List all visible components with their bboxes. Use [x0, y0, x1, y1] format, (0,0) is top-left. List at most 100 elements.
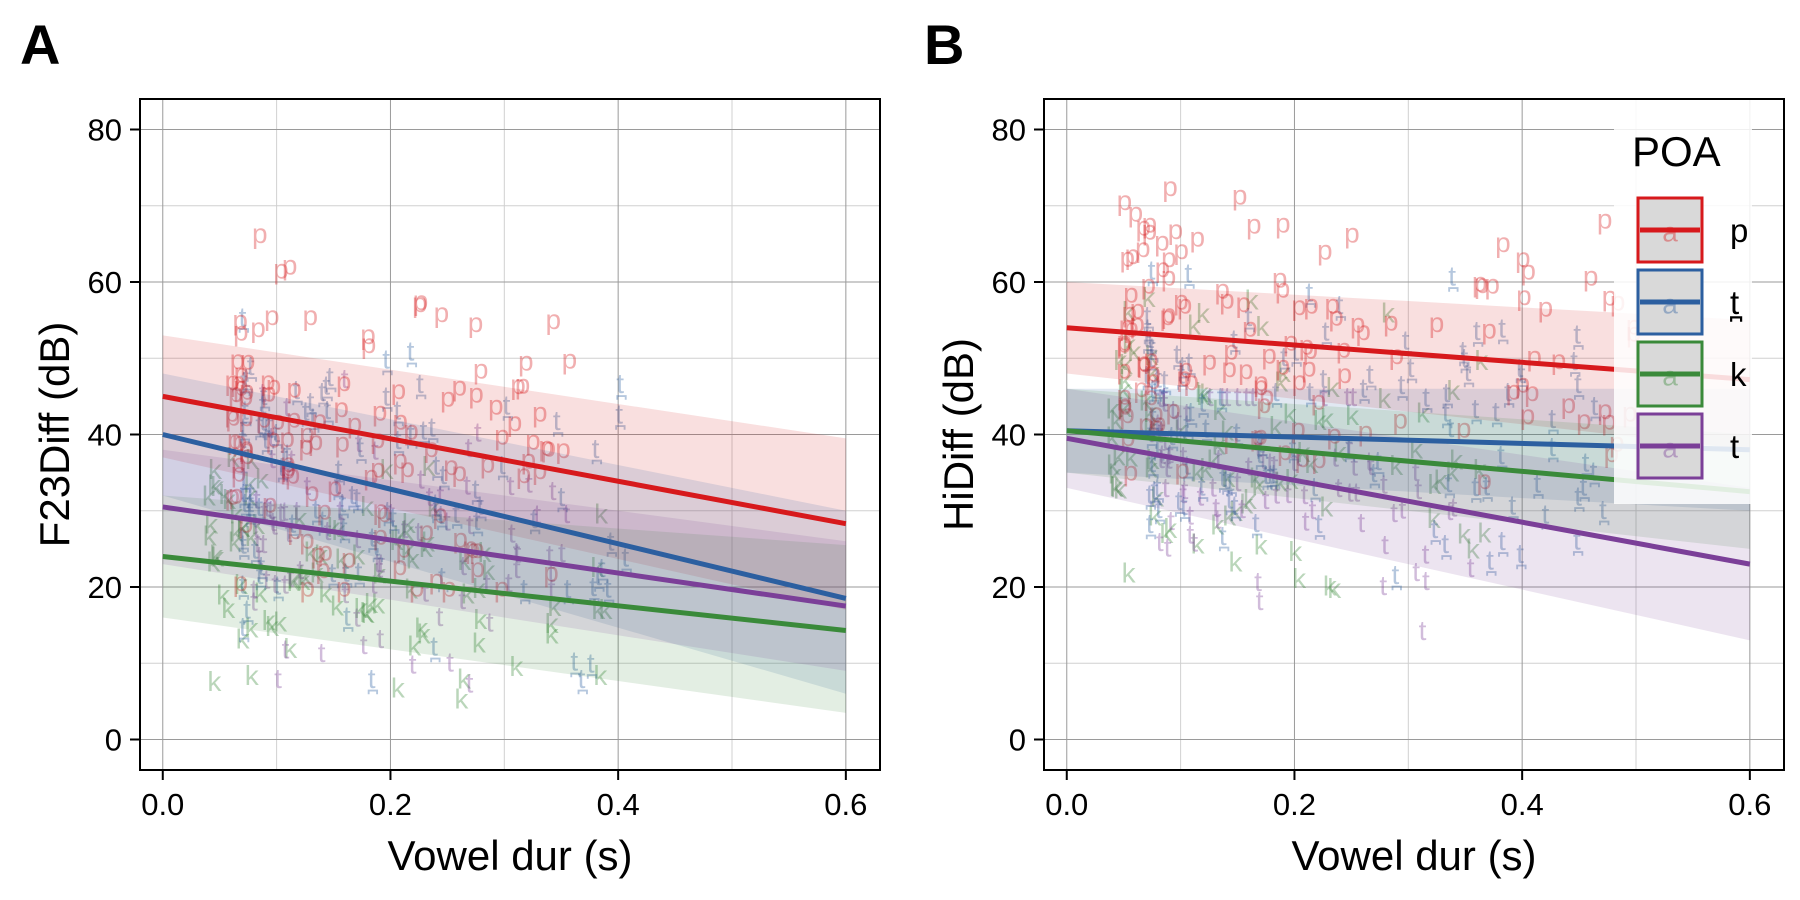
point-t: t [267, 494, 275, 525]
point-p: p [1259, 380, 1275, 411]
point-p: p [1183, 365, 1199, 396]
band-p [1066, 282, 1750, 450]
point-p: p [1123, 456, 1139, 487]
point-t: t [513, 553, 521, 584]
fit-line-t [1066, 435, 1751, 567]
point-k: k [457, 663, 472, 694]
point-p: p [1143, 343, 1159, 374]
point-p: p [1148, 397, 1164, 428]
point-t: t [1272, 478, 1280, 509]
point-k: k [234, 569, 249, 600]
legend-label: k [1730, 356, 1747, 393]
point-k: k [229, 517, 244, 548]
x-axis-label: Vowel dur (s) [387, 832, 632, 879]
point-k: k [254, 577, 269, 608]
fit-lines [162, 393, 847, 633]
point-k: k [1323, 571, 1338, 602]
point-k: k [421, 527, 436, 558]
point-p: p [1583, 261, 1599, 292]
point-p: p [299, 572, 315, 603]
point-p: p [1601, 404, 1617, 435]
point-k: k [1381, 298, 1396, 329]
point-p: p [1221, 352, 1237, 383]
point-p: p [1201, 345, 1217, 376]
point-k: k [1245, 284, 1260, 315]
point-k: k [1243, 484, 1258, 515]
point-k: k [304, 537, 319, 568]
point-p: p [1261, 339, 1277, 370]
point-p: p [336, 366, 352, 397]
point-t: t [1422, 565, 1430, 596]
point-p: p [1161, 298, 1177, 329]
point-t: t [1284, 478, 1292, 509]
point-p: p [1520, 399, 1536, 430]
point-k: k [1150, 482, 1165, 513]
point-t: t [1349, 381, 1357, 412]
point-t: t [274, 663, 282, 694]
point-p: p [1154, 225, 1170, 256]
point-k: k [391, 673, 406, 704]
legend-item-t_dental: at̪ [1636, 268, 1743, 336]
point-p: p [409, 572, 425, 603]
point-t: t [514, 538, 522, 569]
point-p: p [473, 353, 489, 384]
point-p: p [232, 426, 248, 457]
point-p: p [1275, 272, 1291, 303]
point-k: k [1144, 340, 1159, 371]
point-p: p [1561, 388, 1577, 419]
panel-label-a: A [20, 13, 60, 76]
point-t: t [280, 455, 288, 486]
point-t: t [1186, 518, 1194, 549]
point-t: t [250, 586, 258, 617]
point-p: p [507, 406, 523, 437]
point-t: t [1186, 500, 1194, 531]
fit-line-t_dental [162, 432, 847, 601]
point-p: p [260, 365, 276, 396]
point-k: k [287, 566, 302, 597]
point-k: k [417, 618, 432, 649]
point-p: p [399, 452, 415, 483]
point-t: t [513, 536, 521, 567]
point-k: k [1174, 414, 1189, 445]
point-k: k [243, 468, 258, 499]
point-t: t [1450, 491, 1458, 522]
point-t: t [293, 495, 301, 526]
point-k: k [1159, 518, 1174, 549]
legend-item-k: ak [1636, 340, 1747, 408]
point-k: k [283, 633, 298, 664]
point-k: k [1199, 379, 1214, 410]
point-t: t [1419, 615, 1427, 646]
point-k: k [1127, 336, 1142, 367]
point-t: t [1346, 432, 1354, 463]
point-p: p [1173, 285, 1189, 316]
point-p: p [372, 494, 388, 525]
point-k: k [1304, 448, 1319, 479]
point-t: t [1160, 381, 1168, 412]
point-t: t [401, 513, 409, 544]
point-p: p [238, 508, 254, 539]
point-t: t [443, 505, 451, 536]
point-k: k [509, 651, 524, 682]
point-p: p [392, 444, 408, 475]
x-tick-label: 0.2 [369, 787, 412, 822]
point-t: t [1390, 497, 1398, 528]
point-t: t [458, 584, 466, 615]
point-k: k [222, 484, 237, 515]
point-p: p [1495, 227, 1511, 258]
point-t: t [466, 509, 474, 540]
point-p: p [1472, 266, 1488, 297]
point-k: k [473, 604, 488, 635]
point-p: p [316, 494, 332, 525]
x-tick-label: 0.4 [597, 787, 640, 822]
point-t: t [1163, 452, 1171, 483]
point-p: p [224, 480, 240, 511]
point-p: p [1136, 346, 1152, 377]
point-t: t [1174, 405, 1182, 436]
point-p: p [413, 285, 429, 316]
point-k: k [545, 618, 560, 649]
point-k: k [1122, 329, 1137, 360]
point-t: t [1245, 451, 1253, 482]
point-p: p [1232, 180, 1248, 211]
